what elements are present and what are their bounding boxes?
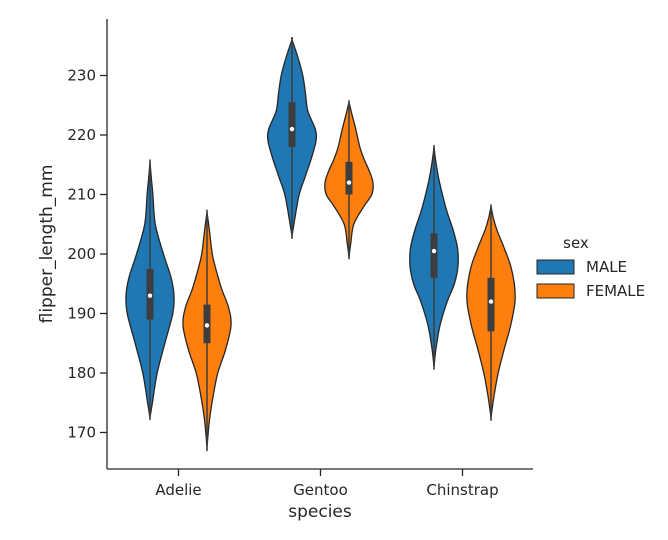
x-tick-label-gentoo: Gentoo [293, 481, 348, 499]
iqr-box-chinstrap-female [487, 277, 495, 332]
iqr-box-gentoo-female [345, 161, 353, 195]
x-tick-label-adelie: Adelie [155, 481, 201, 499]
legend-label-male: MALE [586, 258, 627, 276]
y-axis-ticks: 170 180 190 200 210 220 230 [67, 67, 107, 442]
y-tick-label-190: 190 [67, 305, 96, 323]
median-dot-chinstrap-female [488, 299, 494, 304]
y-tick-label-200: 200 [67, 245, 96, 263]
y-tick-label-230: 230 [67, 67, 96, 85]
violin-layer [125, 36, 516, 452]
median-dot-gentoo-male [289, 126, 295, 132]
median-dot-adelie-female [204, 323, 210, 328]
x-axis-title: species [288, 502, 352, 522]
y-tick-label-220: 220 [67, 126, 96, 144]
median-dot-gentoo-female [346, 180, 352, 185]
iqr-box-gentoo-male [288, 102, 296, 147]
x-axis-ticks: Adelie Gentoo Chinstrap [155, 469, 499, 499]
median-dot-chinstrap-male [431, 248, 437, 254]
legend-title: sex [563, 234, 589, 252]
legend: sex MALE FEMALE [536, 234, 645, 300]
y-axis-title: flipper_length_mm [37, 165, 57, 324]
x-tick-label-chinstrap: Chinstrap [426, 481, 498, 499]
y-tick-label-170: 170 [67, 424, 96, 442]
legend-swatch-female [536, 283, 575, 299]
iqr-box-chinstrap-male [430, 233, 438, 278]
legend-swatch-male [536, 259, 575, 275]
y-tick-label-210: 210 [67, 186, 96, 204]
legend-label-female: FEMALE [586, 282, 645, 300]
median-dot-adelie-male [147, 293, 153, 298]
y-tick-label-180: 180 [67, 364, 96, 382]
